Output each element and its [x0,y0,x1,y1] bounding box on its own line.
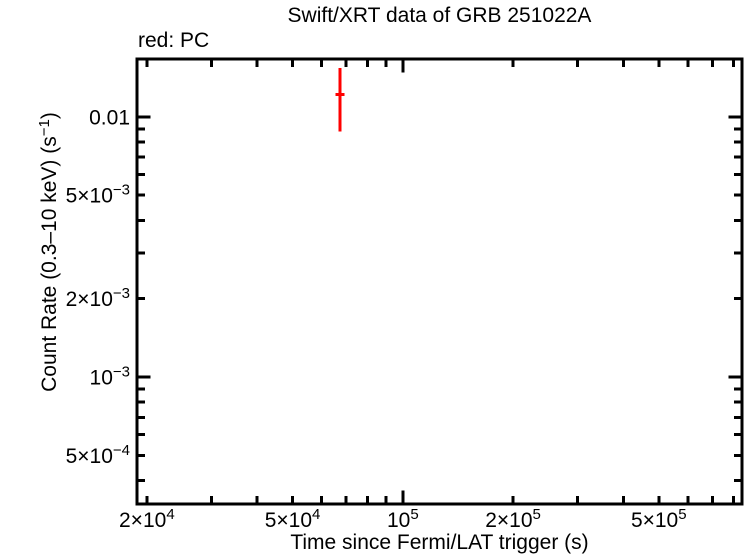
svg-text:5×10−4: 5×10−4 [66,442,130,468]
x-axis-label: Time since Fermi/LAT trigger (s) [290,531,589,554]
axes-frame [135,57,744,506]
svg-text:5×10−3: 5×10−3 [66,182,130,208]
mode-legend-label: red: PC [138,29,210,52]
axis-ticks [137,59,742,504]
svg-text:10−3: 10−3 [90,364,130,390]
svg-text:2×105: 2×105 [485,506,541,532]
svg-text:5×105: 5×105 [631,506,687,532]
y-axis-label: Count Rate (0.3–10 keV) (s−1) [36,2,62,502]
data-point [335,68,345,132]
svg-text:0.01: 0.01 [89,106,130,129]
svg-text:2×10−3: 2×10−3 [66,285,130,311]
svg-text:105: 105 [387,506,419,532]
svg-text:2×104: 2×104 [119,506,175,532]
y-axis-label-text: Count Rate (0.3–10 keV) (s−1) [36,112,61,392]
page-title: Swift/XRT data of GRB 251022A [287,4,592,27]
data-series-pc [335,68,345,132]
tick-labels: 2×104 5×104 105 2×105 5×105 0.01 5×10−3 2×10−3 1… [66,106,687,532]
svg-text:5×104: 5×104 [265,506,321,532]
